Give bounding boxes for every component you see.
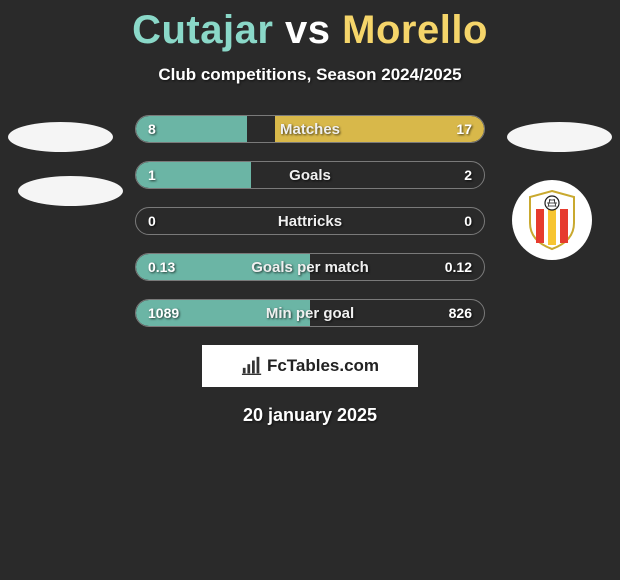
bar-fill-left <box>136 254 310 280</box>
bar-label: Hattricks <box>136 208 484 234</box>
shield-icon <box>526 189 578 251</box>
bar-value-right: 826 <box>449 300 472 326</box>
club-logo-left-2 <box>18 176 123 206</box>
stat-bar-row: 12Goals <box>135 161 485 189</box>
bar-value-left: 0 <box>148 208 156 234</box>
player1-name: Cutajar <box>132 8 273 52</box>
player2-name: Morello <box>342 8 488 52</box>
stat-bar-row: 0 0Hattricks <box>135 207 485 235</box>
subtitle: Club competitions, Season 2024/2025 <box>0 65 620 85</box>
club-crest-right <box>512 180 592 260</box>
date: 20 january 2025 <box>0 405 620 426</box>
bar-value-right: 2 <box>464 162 472 188</box>
stat-bars: 817Matches 12Goals 0 0Hattricks 0.130.12Goal… <box>135 115 485 327</box>
bar-fill-right <box>275 116 484 142</box>
bar-fill-left <box>136 162 251 188</box>
watermark: FcTables.com <box>202 345 418 387</box>
bar-value-right: 0.12 <box>445 254 472 280</box>
watermark-text: FcTables.com <box>267 356 379 376</box>
bar-fill-left <box>136 300 310 326</box>
bar-value-right: 0 <box>464 208 472 234</box>
comparison-title: Cutajar vs Morello <box>0 0 620 53</box>
bar-fill-left <box>136 116 247 142</box>
vs-text: vs <box>285 8 331 52</box>
bar-chart-icon <box>241 355 263 377</box>
stat-bar-row: 817Matches <box>135 115 485 143</box>
club-logo-right-1 <box>507 122 612 152</box>
club-logo-left-1 <box>8 122 113 152</box>
stat-bar-row: 0.130.12Goals per match <box>135 253 485 281</box>
stat-bar-row: 1089826Min per goal <box>135 299 485 327</box>
